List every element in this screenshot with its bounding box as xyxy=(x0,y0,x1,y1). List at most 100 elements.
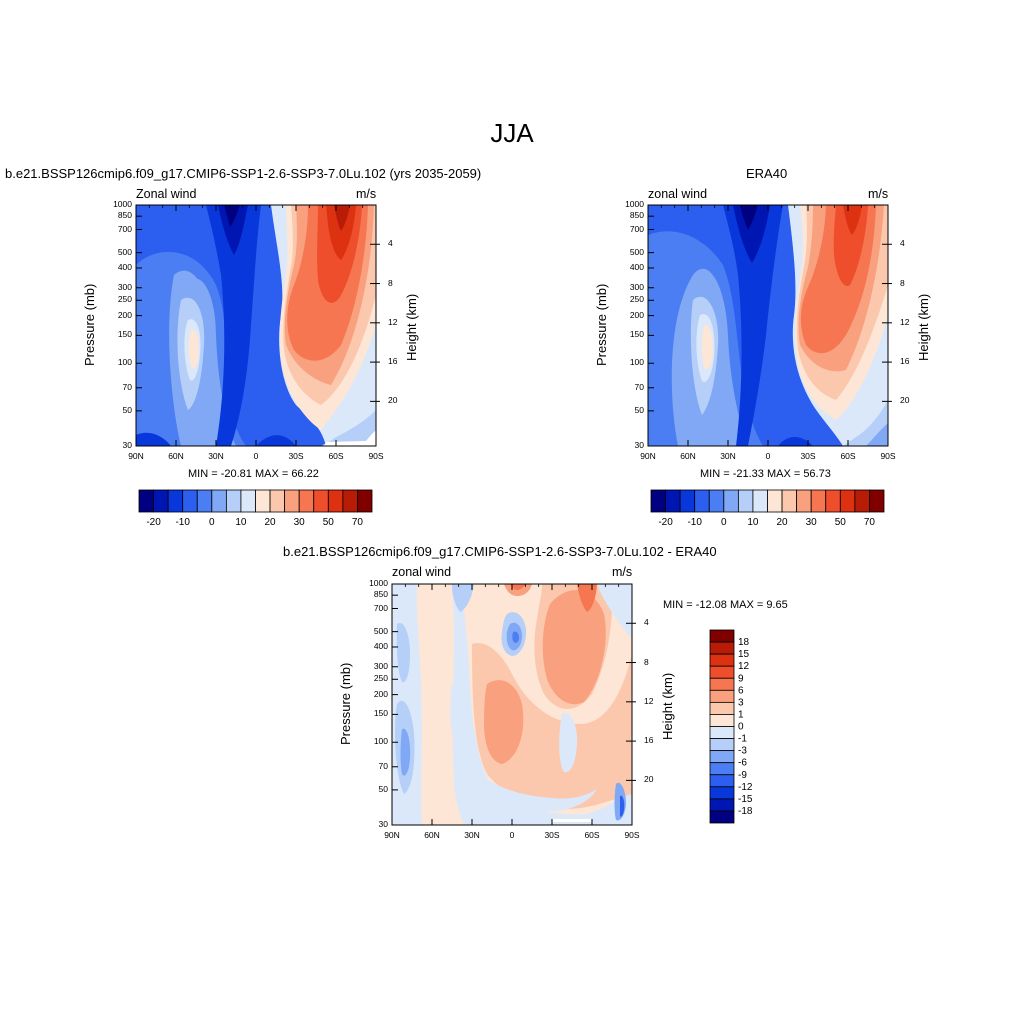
obs-colorbar-label: 0 xyxy=(721,517,727,528)
model-colorbar-swatch xyxy=(240,489,256,513)
diff-colorbar-label: 15 xyxy=(738,649,750,660)
obs-x-tick-label: 0 xyxy=(765,451,771,461)
diff-y-tick-label: 1000 xyxy=(369,578,388,588)
model-x-tick-label: 90S xyxy=(368,451,384,461)
diff-colorbar-swatch xyxy=(709,738,735,752)
diff-colorbar-label: -12 xyxy=(738,782,753,793)
model-y2-tick-label: 20 xyxy=(388,395,398,406)
model-colorbar-swatch xyxy=(196,489,213,513)
obs-y-tick-label: 100 xyxy=(629,357,644,368)
model-minmax: MIN = -20.81 MAX = 66.22 xyxy=(188,468,319,480)
diff-y2-tick-label: 12 xyxy=(644,695,654,706)
obs-colorbar-swatch xyxy=(767,489,783,513)
obs-colorbar-label: -10 xyxy=(687,517,702,528)
obs-colorbar-label: 30 xyxy=(806,517,818,528)
diff-y-tick-label: 300 xyxy=(373,660,388,671)
model-y-tick-label: 50 xyxy=(122,404,132,415)
obs-colorbar-swatch xyxy=(723,489,739,513)
diff-colorbar-swatch xyxy=(709,689,735,703)
model-colorbar-swatch xyxy=(357,489,373,513)
model-y-tick-label: 300 xyxy=(117,281,132,292)
obs-colorbar-swatch xyxy=(781,489,798,513)
model-contour-plot xyxy=(136,205,376,446)
diff-y-tick-label: 700 xyxy=(373,602,388,613)
model-colorbar-swatch xyxy=(182,489,198,513)
diff-contour-plot xyxy=(392,584,632,825)
model-colorbar-swatch xyxy=(327,489,344,513)
model-x-tick-label: 30N xyxy=(208,451,224,461)
obs-x-tick-label: 90N xyxy=(640,451,656,461)
diff-x-tick-label: 60S xyxy=(584,830,600,840)
model-right-header: m/s xyxy=(356,187,377,201)
model-colorbar-label: -20 xyxy=(146,517,161,528)
diff-colorbar-label: -1 xyxy=(738,734,747,745)
model-y2-tick-label: 16 xyxy=(388,356,398,367)
diff-colorbar-label: 0 xyxy=(738,722,744,733)
obs-y2-tick-label: 20 xyxy=(900,395,910,406)
diff-y-tick-label: 50 xyxy=(378,783,388,794)
diff-colorbar-label: 12 xyxy=(738,661,750,672)
diff-y2-tick-label: 4 xyxy=(644,617,649,628)
diff-colorbar-label: -18 xyxy=(738,806,753,817)
obs-y2-tick-label: 12 xyxy=(900,316,910,327)
diff-x-tick-label: 90S xyxy=(624,830,640,840)
diff-colorbar-label: 3 xyxy=(738,697,744,708)
model-y2-tick-label: 8 xyxy=(388,277,393,288)
obs-minmax: MIN = -21.33 MAX = 56.73 xyxy=(700,468,831,480)
diff-colorbar-swatch xyxy=(709,629,735,643)
obs-colorbar-swatch xyxy=(737,489,754,513)
model-colorbar-swatch xyxy=(298,489,315,513)
model-y2-tick-label: 12 xyxy=(388,316,398,327)
diff-colorbar-swatch xyxy=(709,641,735,655)
obs-y-tick-label: 850 xyxy=(629,210,644,221)
diff-y-tick-label: 100 xyxy=(373,736,388,747)
diff-y-tick-label: 500 xyxy=(373,625,388,636)
obs-colorbar-swatch xyxy=(650,489,666,513)
model-colorbar-swatch xyxy=(342,489,358,513)
diff-panel-title: b.e21.BSSP126cmip6.f09_g17.CMIP6-SSP1-2.… xyxy=(283,544,717,559)
diff-x-tick-label: 30S xyxy=(544,830,560,840)
model-y2-axis-label: Height (km) xyxy=(404,293,419,361)
model-y-tick-label: 70 xyxy=(122,381,132,392)
obs-y-tick-label: 30 xyxy=(634,440,644,450)
model-colorbar-label: 50 xyxy=(323,517,335,528)
diff-colorbar-swatch xyxy=(709,726,735,739)
model-colorbar-swatch xyxy=(153,489,169,513)
model-colorbar-swatch xyxy=(313,489,329,513)
obs-y-tick-label: 50 xyxy=(634,404,644,415)
model-colorbar-label: 70 xyxy=(352,517,364,528)
diff-y2-tick-label: 16 xyxy=(644,735,654,746)
diff-colorbar-swatch xyxy=(709,665,735,679)
model-x-tick-label: 60N xyxy=(168,451,184,461)
diff-y-tick-label: 250 xyxy=(373,673,388,684)
model-y-tick-label: 700 xyxy=(117,223,132,234)
model-panel-title: b.e21.BSSP126cmip6.f09_g17.CMIP6-SSP1-2.… xyxy=(5,166,482,181)
diff-y2-tick-label: 8 xyxy=(644,656,649,667)
obs-y-tick-label: 70 xyxy=(634,381,644,392)
model-y-tick-label: 400 xyxy=(117,261,132,272)
obs-y2-tick-label: 4 xyxy=(900,238,905,249)
obs-y-tick-label: 700 xyxy=(629,223,644,234)
diff-colorbar-swatch xyxy=(709,677,735,691)
model-y-tick-label: 250 xyxy=(117,294,132,305)
model-y-tick-label: 500 xyxy=(117,246,132,257)
obs-y-tick-label: 300 xyxy=(629,281,644,292)
obs-colorbar-swatch xyxy=(810,489,827,513)
obs-colorbar-swatch xyxy=(665,489,681,513)
obs-y-tick-label: 400 xyxy=(629,261,644,272)
obs-y2-tick-label: 16 xyxy=(900,356,910,367)
diff-y-tick-label: 400 xyxy=(373,640,388,651)
model-left-header: Zonal wind xyxy=(136,187,197,201)
diff-tick-marks xyxy=(391,583,636,826)
obs-tick-marks xyxy=(647,204,892,447)
model-colorbar-swatch xyxy=(269,489,286,513)
diff-y-tick-label: 70 xyxy=(378,760,388,771)
diff-colorbar-label: -3 xyxy=(738,746,747,757)
obs-y-tick-label: 500 xyxy=(629,246,644,257)
obs-colorbar-label: 20 xyxy=(777,517,789,528)
model-colorbar: -20 -10 0 10 20 30 50 70 xyxy=(138,489,373,528)
diff-y-axis-label: Pressure (mb) xyxy=(338,662,353,745)
diff-left-header: zonal wind xyxy=(392,565,452,579)
model-colorbar-swatch xyxy=(211,489,227,513)
obs-colorbar-label: 70 xyxy=(864,517,876,528)
